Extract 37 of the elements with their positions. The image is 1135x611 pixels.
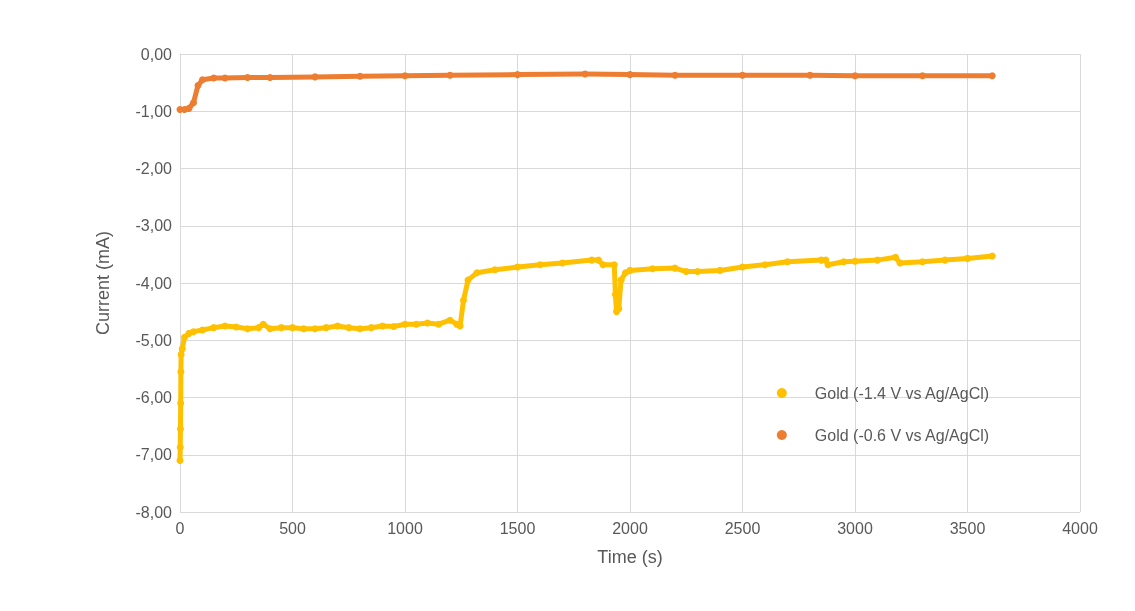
y-tick-label: -1,00 xyxy=(135,102,173,120)
y-axis-title: Current (mA) xyxy=(93,230,113,336)
point xyxy=(356,72,364,80)
point xyxy=(514,71,521,79)
y-tick-label: -5,00 xyxy=(135,331,173,349)
point xyxy=(199,76,206,84)
legend-label: Gold (-1.4 V vs Ag/AgCl) xyxy=(814,384,990,402)
x-tick-label: 4000 xyxy=(1062,519,1098,537)
point xyxy=(266,73,274,81)
y-tick-label: -8,00 xyxy=(135,503,173,521)
point xyxy=(626,71,634,79)
x-tick-label: 1500 xyxy=(499,519,536,537)
x-tick-label: 2000 xyxy=(612,519,648,537)
point xyxy=(739,71,746,79)
x-tick-label: 3000 xyxy=(837,519,873,537)
point xyxy=(210,74,218,82)
y-tick-label: -3,00 xyxy=(135,217,173,235)
point xyxy=(988,72,996,80)
point xyxy=(919,72,926,80)
y-tick-label: -4,00 xyxy=(135,274,173,292)
x-tick-label: 2500 xyxy=(724,519,761,537)
point xyxy=(185,104,193,112)
point xyxy=(194,81,202,89)
y-tick-label: -6,00 xyxy=(135,389,173,406)
x-tick-label: 500 xyxy=(279,519,306,537)
x-tick-label: 1000 xyxy=(387,519,423,537)
y-tick-label: -2,00 xyxy=(135,160,173,177)
y-tick-label: 0,00 xyxy=(140,45,173,63)
point xyxy=(401,72,409,80)
legend-label: Gold (-0.6 V vs Ag/AgCl) xyxy=(814,426,990,444)
x-tick-label: 3500 xyxy=(949,519,986,537)
x-axis-title: Time (s) xyxy=(597,547,663,567)
point xyxy=(244,73,251,81)
y-tick-label: -7,00 xyxy=(135,446,173,464)
point xyxy=(851,72,859,80)
point xyxy=(190,99,197,107)
x-tick-label: 0 xyxy=(175,519,185,537)
